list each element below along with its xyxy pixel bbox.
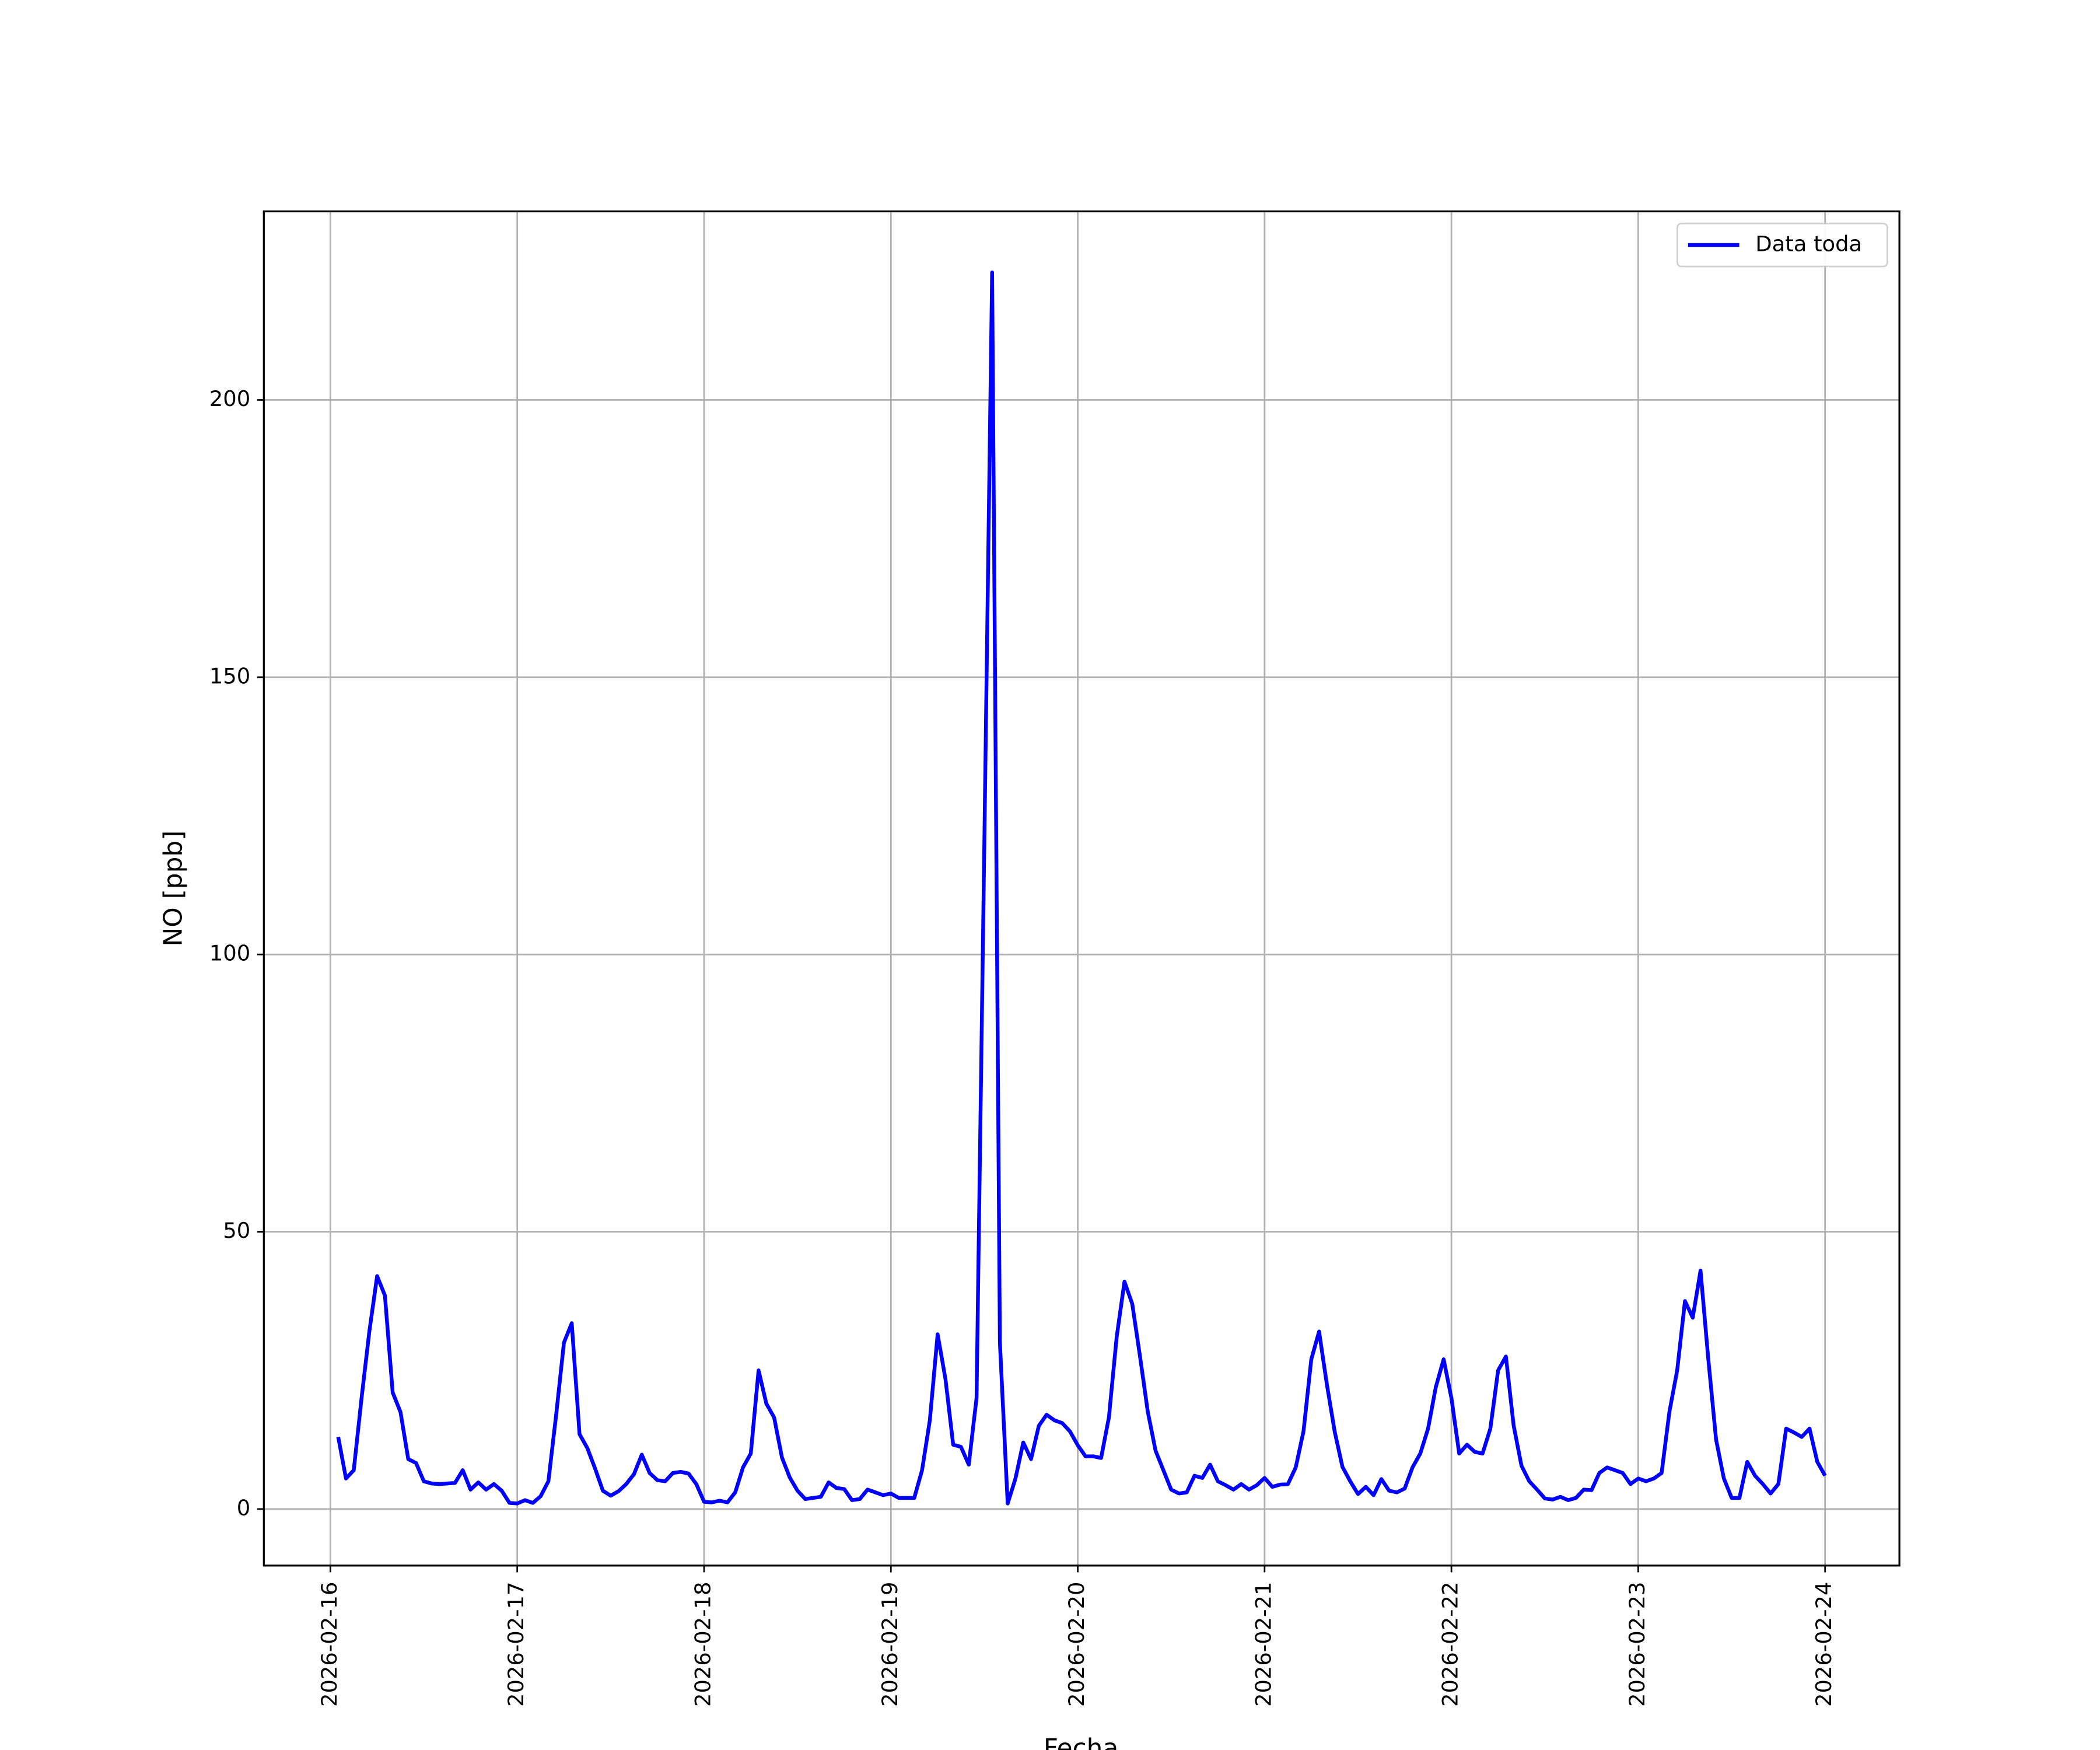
y-tick-label: 100 (209, 941, 250, 966)
x-tick-label: 2026-02-18 (690, 1582, 715, 1707)
x-tick-label: 2026-02-20 (1064, 1582, 1089, 1707)
x-tick-label: 2026-02-21 (1251, 1582, 1276, 1707)
y-tick-label: 200 (209, 386, 250, 411)
legend-label: Data toda (1755, 232, 1862, 257)
y-axis-label: NO [ppb] (159, 831, 188, 947)
y-tick-label: 0 (237, 1495, 250, 1520)
x-tick-label: 2026-02-24 (1811, 1582, 1836, 1707)
x-tick-label: 2026-02-22 (1438, 1582, 1463, 1707)
data-line (336, 270, 1827, 1506)
x-tick-label: 2026-02-16 (317, 1582, 342, 1707)
x-tick-label: 2026-02-23 (1625, 1582, 1650, 1707)
legend-box (1676, 222, 1888, 268)
x-tick-label: 2026-02-19 (877, 1582, 902, 1707)
y-tick-label: 150 (209, 663, 250, 688)
plot-frame (262, 210, 1901, 1567)
y-tick-label: 50 (223, 1218, 250, 1243)
x-tick-label: 2026-02-17 (503, 1582, 528, 1707)
x-axis-label: Fecha (1044, 1734, 1119, 1750)
